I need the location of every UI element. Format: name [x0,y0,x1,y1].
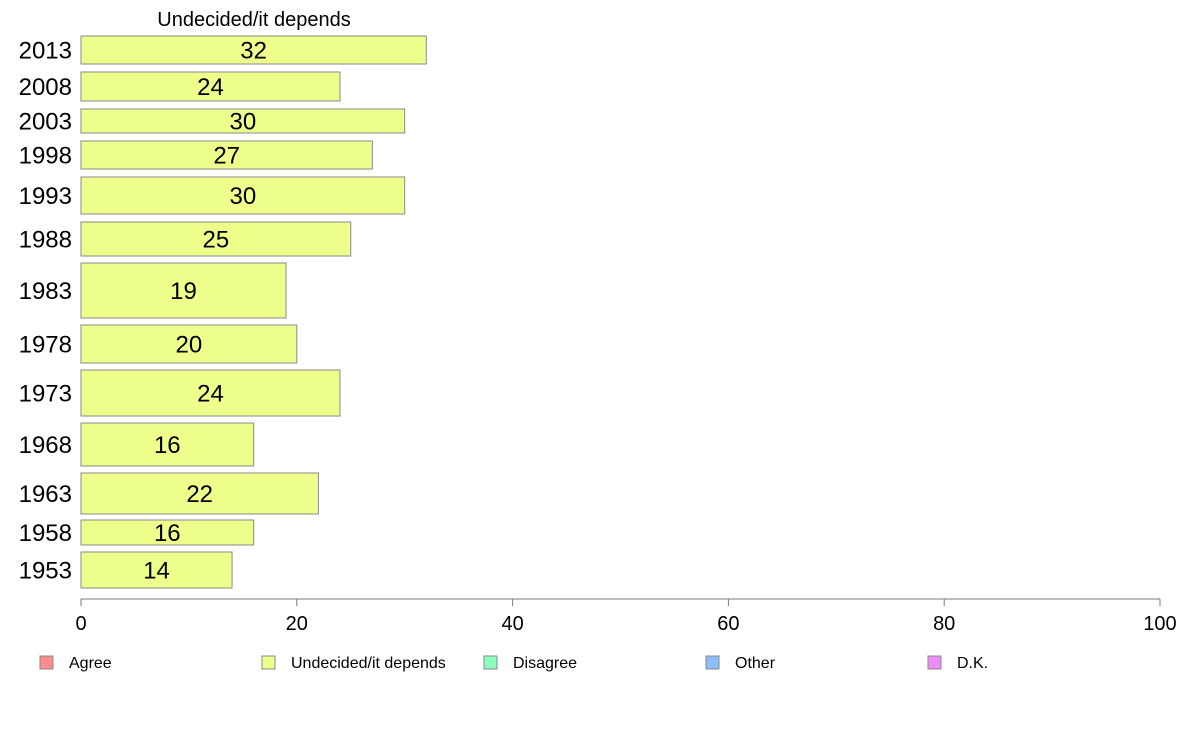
data-label-1963: 22 [186,481,213,508]
data-label-1958: 16 [154,520,181,547]
data-label-1978: 20 [176,332,203,359]
legend-label-0: Agree [69,655,112,672]
data-label-1993: 30 [229,183,256,210]
category-label-2003: 2003 [19,109,72,136]
bar-1953 [80,551,233,589]
category-label-1953: 1953 [19,558,72,585]
bar-1963 [80,472,319,515]
legend-label-3: Other [735,655,776,672]
category-label-1988: 1988 [19,227,72,254]
category-label-1963: 1963 [19,481,72,508]
x-tick-label-60: 60 [717,613,739,635]
x-tick-label-20: 20 [286,613,308,635]
x-axis: 0 20 40 60 80 100 [75,598,1177,635]
category-label-1968: 1968 [19,432,72,459]
category-label-1958: 1958 [19,520,72,547]
category-label-1973: 1973 [19,381,72,408]
x-tick-label-0: 0 [75,613,86,635]
bar-2003 [80,108,406,134]
data-label-2003: 30 [229,109,256,136]
chart-title: Undecided/it depends [157,9,350,31]
bar-1988 [80,221,352,257]
data-label-1968: 16 [154,432,181,459]
category-label-2008: 2008 [19,74,72,101]
data-label-2008: 24 [197,74,224,101]
legend-label-4: D.K. [957,655,988,672]
bar-1998 [80,140,373,170]
legend-swatch-4 [927,655,942,670]
legend-swatch-3 [705,655,720,670]
legend-swatch-2 [483,655,498,670]
legend-swatch-0 [39,655,54,670]
category-label-1993: 1993 [19,183,72,210]
category-label-1998: 1998 [19,143,72,170]
category-label-1983: 1983 [19,278,72,305]
bar-2013 [80,35,427,65]
data-label-1998: 27 [213,143,240,170]
bar-1958 [80,519,255,546]
category-label-1978: 1978 [19,332,72,359]
bar-1968 [80,422,255,467]
data-label-1983: 19 [170,278,197,305]
bar-1993 [80,176,406,215]
legend-swatch-1 [261,655,276,670]
bar-1983 [80,262,287,319]
category-label-2013: 2013 [19,38,72,65]
bar-1978 [80,324,298,364]
bars-layer [80,35,427,589]
bar-2008 [80,71,341,102]
x-tick-label-80: 80 [933,613,955,635]
legend-label-2: Disagree [513,655,577,672]
data-label-1988: 25 [203,227,230,254]
labels-layer: 32 2013 24 2008 30 2003 27 1998 30 1993 25 1988 19 19… [19,38,267,585]
data-label-1973: 24 [197,381,224,408]
legend: Agree Undecided/it depends Disagree Other D.… [39,655,988,672]
data-label-2013: 32 [240,38,267,65]
bar-1973 [80,369,341,417]
x-tick-label-100: 100 [1143,613,1176,635]
data-label-1953: 14 [143,558,170,585]
legend-label-1: Undecided/it depends [291,655,446,672]
x-tick-label-40: 40 [501,613,523,635]
